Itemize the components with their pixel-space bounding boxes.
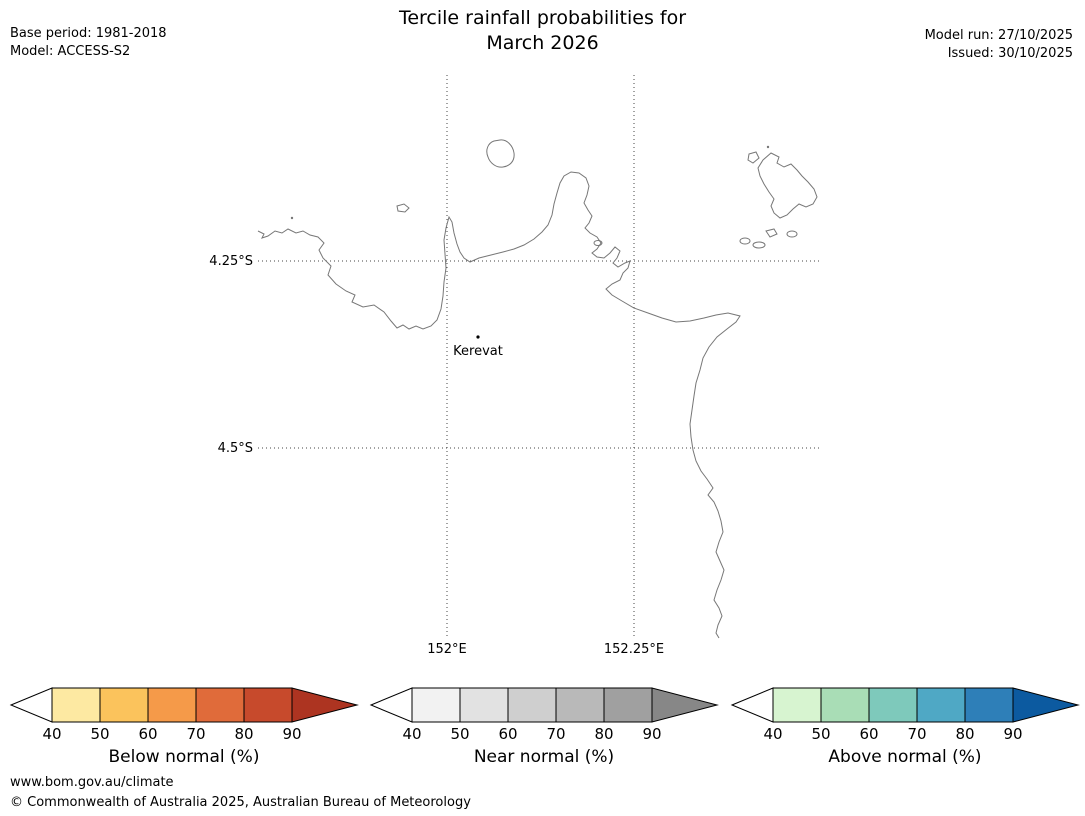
station-label: Kerevat [453,344,503,359]
map-canvas: Kerevat 4.25°S 4.5°S 152°E 152.25°E [209,75,820,657]
island-northeast-small [747,151,760,164]
legend-title: Near normal (%) [473,747,615,767]
lon-label-152E: 152°E [427,642,467,657]
legend-segment [459,687,509,723]
tick-label: 80 [955,725,975,743]
tick-label: 40 [763,725,783,743]
legend-segment [868,687,918,723]
tick-label: 40 [402,725,422,743]
tick-label: 50 [811,725,831,743]
tick-label: 90 [282,725,302,743]
duke-of-york-islet-1 [739,237,751,245]
island-small-west [396,203,410,213]
model-info: Base period: 1981-2018 Model: ACCESS-S2 [10,25,167,60]
duke-of-york-islet-4 [786,230,798,238]
legend-segment [99,687,149,723]
island-northeast-large [757,152,818,219]
tick-label: 50 [90,725,110,743]
legend-segment [772,687,822,723]
islet-dot-west [290,216,294,220]
tick-label: 50 [450,725,470,743]
legend-segment [147,687,197,723]
legend-segment [964,687,1014,723]
legend-segment [411,687,461,723]
legend-segment [51,687,101,723]
legend-left-arrow [9,687,53,723]
lat-label-4-5S: 4.5°S [218,441,253,456]
legend-near-normal-colorbar [369,687,719,723]
legend-segment [603,687,653,723]
legend-title: Above normal (%) [828,747,982,767]
tick-label: 70 [186,725,206,743]
duke-of-york-islet-3 [765,228,778,238]
tick-label: 70 [546,725,566,743]
legend-below-normal-colorbar [9,687,359,723]
base-period-text: Base period: 1981-2018 [10,26,167,41]
tick-label: 70 [907,725,927,743]
run-info: Model run: 27/10/2025 Issued: 30/10/2025 [925,27,1073,62]
page-title: Tercile rainfall probabilities for March… [0,6,1085,55]
legend-left-arrow [730,687,774,723]
lon-label-152-25E: 152.25°E [604,642,664,657]
duke-of-york-islet-2 [752,241,766,249]
bom-url-text: www.bom.gov.au/climate [10,775,174,790]
legend-segment [820,687,870,723]
legend-ticks: 40 50 60 70 80 90 [8,724,360,744]
tick-label: 90 [1003,725,1023,743]
title-line-1: Tercile rainfall probabilities for [398,7,687,29]
station-marker-kerevat [476,335,480,339]
legend-near-normal: 40 50 60 70 80 90 Near normal (%) [368,686,720,767]
legend-ticks: 40 50 60 70 80 90 [368,724,720,744]
issued-text: Issued: 30/10/2025 [947,45,1073,61]
legend-right-arrow [291,687,359,723]
lat-label-4-25S: 4.25°S [209,254,253,269]
coastline-main [257,171,741,639]
title-line-2: March 2026 [486,31,599,54]
tick-label: 80 [594,725,614,743]
legend-ticks: 40 50 60 70 80 90 [729,724,1081,744]
legend-segment [195,687,245,723]
legend-segment [555,687,605,723]
legend-title: Below normal (%) [108,747,260,767]
copyright-text: © Commonwealth of Australia 2025, Austra… [10,795,471,810]
legend-below-normal: 40 50 60 70 80 90 Below normal (%) [8,686,360,767]
legend-segment [507,687,557,723]
tick-label: 60 [138,725,158,743]
legend-segment [243,687,293,723]
legend-segment [916,687,966,723]
legend-above-normal-colorbar [730,687,1080,723]
model-run-text: Model run: 27/10/2025 [924,28,1073,43]
legend-above-normal: 40 50 60 70 80 90 Above normal (%) [729,686,1081,767]
legend-right-arrow [651,687,719,723]
tick-label: 40 [42,725,62,743]
model-name-text: Model: ACCESS-S2 [10,43,131,59]
tick-label: 60 [859,725,879,743]
legend-left-arrow [369,687,413,723]
legend-right-arrow [1012,687,1080,723]
island-north-center [486,139,515,168]
tick-label: 80 [234,725,254,743]
tick-label: 90 [642,725,662,743]
tick-label: 60 [498,725,518,743]
islet-dot-northeast [766,145,770,149]
harbour-islet [593,240,603,246]
